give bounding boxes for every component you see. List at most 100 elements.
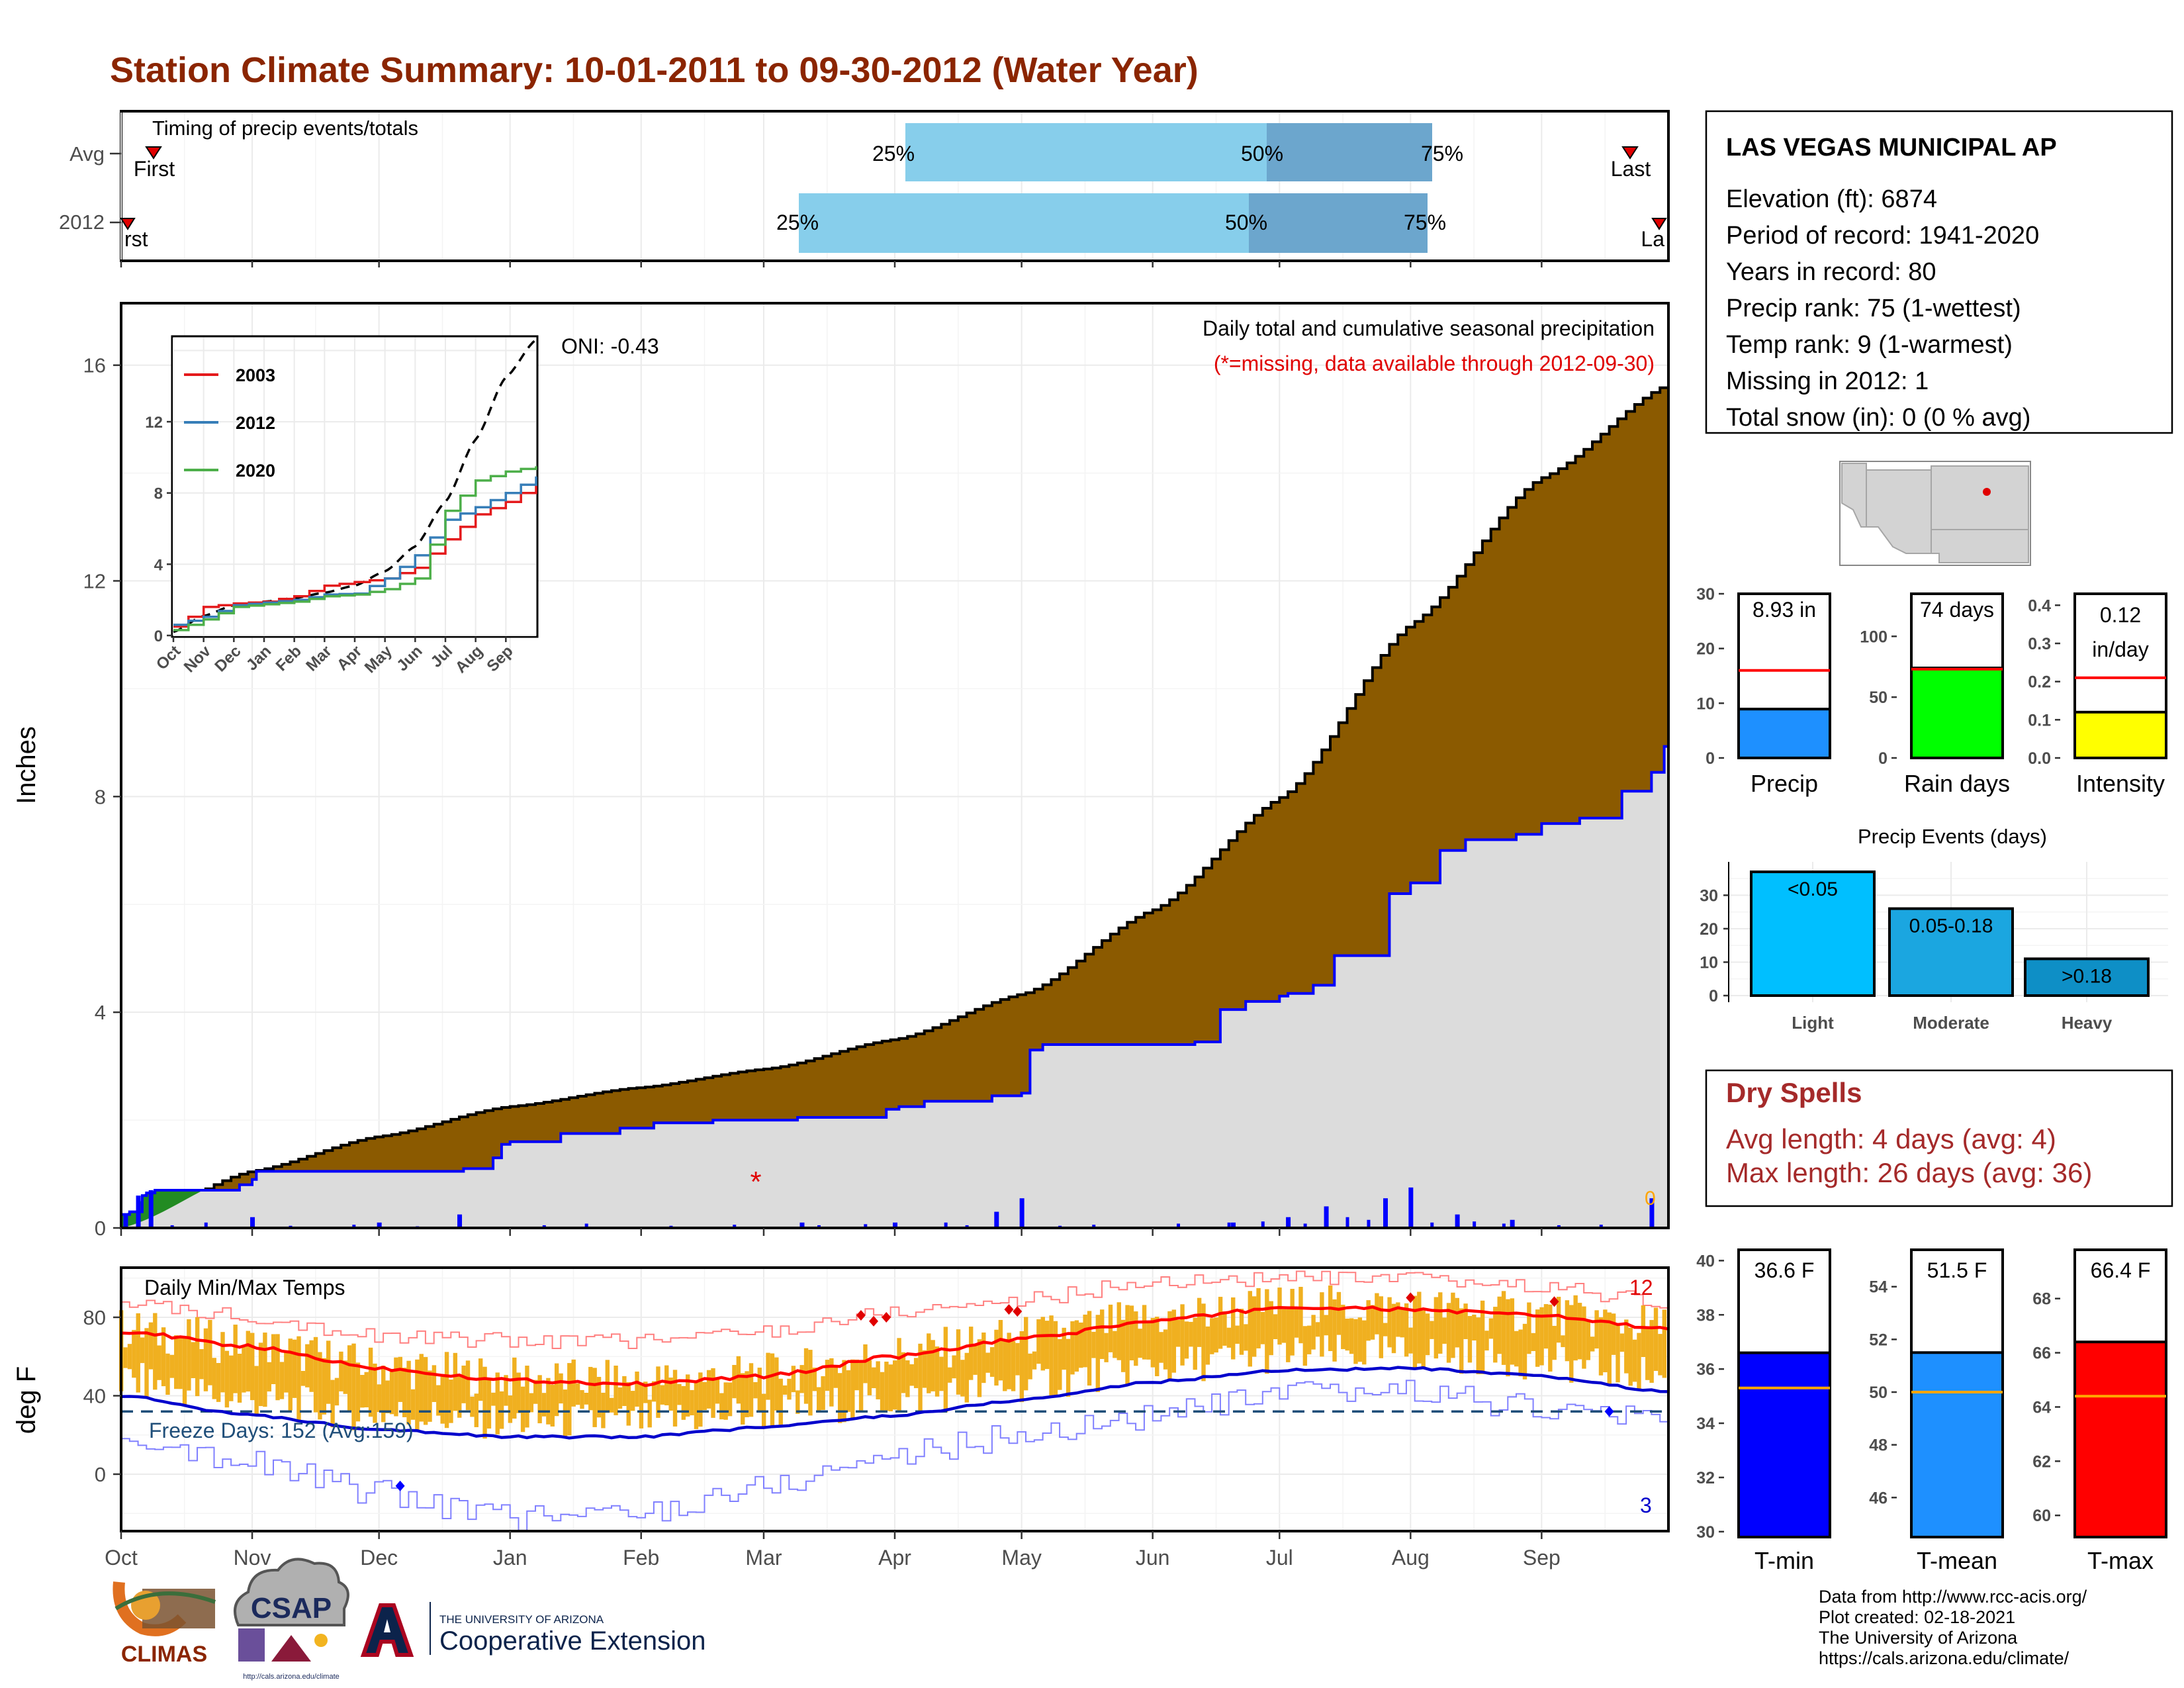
daily-precip-bar [1176, 1223, 1180, 1228]
daily-temp-bar [943, 1327, 948, 1413]
daily-temp-bar [132, 1330, 136, 1378]
avg-quartile-dark-bar [1267, 123, 1432, 181]
footer-plot-created: Plot created: 02-18-2021 [1819, 1607, 2015, 1627]
daily-temp-bar [1488, 1318, 1494, 1339]
daily-precip-bar [1019, 1198, 1024, 1228]
tmax-bar [2073, 1340, 2167, 1538]
daily-temp-bar [398, 1356, 403, 1402]
events-bar-label: 0.05-0.18 [1909, 915, 1993, 937]
tmax-value: 66.4 F [2091, 1258, 2151, 1282]
avg-p25-label: 25% [872, 142, 915, 165]
station-elevation: Elevation (ft): 6874 [1726, 185, 1937, 213]
daily-temp-bar [1357, 1317, 1363, 1362]
daily-temp-bar [385, 1380, 390, 1413]
daily-temp-bar [1171, 1309, 1177, 1373]
daily-temp-bar [554, 1363, 559, 1417]
tmin-value: 36.6 F [1754, 1258, 1815, 1282]
y2012-last-label: La [1641, 227, 1664, 251]
mini-y-tick-label: 0 [1706, 749, 1715, 768]
daily-precip-bar [542, 1225, 546, 1228]
daily-temp-bar [867, 1360, 872, 1395]
daily-temp-bar [948, 1367, 952, 1383]
timing-panel-label: Timing of precip events/totals [152, 117, 418, 140]
daily-temp-bar [685, 1374, 690, 1417]
daily-temp-bar [284, 1352, 289, 1393]
daily-temp-bar [220, 1332, 225, 1393]
events-bar [1750, 870, 1876, 997]
precip-subheading: (*=missing, data available through 2012-… [1214, 352, 1655, 375]
temp-bar-y-tick-label: 34 [1696, 1415, 1715, 1433]
daily-temp-bar [1341, 1305, 1345, 1350]
daily-temp-bar [440, 1376, 445, 1424]
rain-days-label: Rain days [1904, 770, 2010, 797]
daily-temp-bar [1383, 1323, 1388, 1336]
daily-temp-bar [1522, 1323, 1527, 1380]
dry-spells-title: Dry Spells [1726, 1077, 1862, 1108]
daily-temp-bar [520, 1386, 525, 1432]
temp-bar-y-tick-label: 50 [1869, 1383, 1888, 1402]
daily-temp-bar [1624, 1319, 1629, 1374]
tmean-chart: 46 48 50 52 54 51.5 F T-mean [1869, 1248, 2004, 1574]
daily-temp-bar [968, 1327, 974, 1380]
daily-temp-bar [1281, 1309, 1287, 1343]
inset-y-tick-label: 0 [154, 628, 163, 645]
daily-temp-bar [567, 1363, 572, 1436]
temp-bar-y-tick-label: 62 [2032, 1452, 2051, 1471]
daily-temp-bar [1003, 1340, 1007, 1391]
daily-temp-bar [1129, 1305, 1134, 1361]
daily-temp-bar [1116, 1302, 1121, 1360]
daily-temp-bar [774, 1357, 779, 1411]
inset-legend-2003: 2003 [236, 365, 275, 385]
intensity-value: 0.12 [2100, 603, 2141, 627]
daily-precip-bars [123, 1187, 1655, 1228]
precip-y-tick-label: 16 [83, 354, 106, 377]
daily-temp-bar [1260, 1311, 1265, 1344]
daily-temp-bar [1315, 1322, 1320, 1337]
station-missing: Missing in 2012: 1 [1726, 367, 1929, 395]
daily-temp-bar [229, 1355, 234, 1401]
events-title: Precip Events (days) [1858, 825, 2047, 848]
temp-bar-y-tick-label: 38 [1696, 1306, 1715, 1325]
daily-temp-bar [897, 1338, 901, 1412]
daily-temp-bar [677, 1383, 682, 1405]
inset-legend: 2003 2012 2020 [184, 365, 275, 481]
daily-precip-bar [965, 1225, 969, 1228]
daily-temp-bar [1332, 1299, 1337, 1362]
daily-temp-bar [1662, 1309, 1667, 1378]
y2012-first-marker [120, 218, 136, 230]
daily-precip-bar [1092, 1225, 1096, 1228]
temp-heading: Daily Min/Max Temps [144, 1276, 345, 1299]
daily-temp-bar [216, 1362, 221, 1402]
record-high-marker [1013, 1306, 1023, 1317]
daily-temp-bar [326, 1340, 331, 1404]
daily-temp-bar [635, 1371, 639, 1407]
inset-y-tick-label: 8 [154, 485, 163, 503]
daily-temp-bar [803, 1348, 809, 1404]
daily-precip-bar [1345, 1217, 1349, 1228]
daily-temp-bar [1269, 1301, 1273, 1356]
daily-temp-bar [651, 1381, 657, 1402]
daily-temp-bar [529, 1393, 534, 1413]
daily-temp-bar [934, 1346, 940, 1397]
daily-temp-bar [470, 1396, 475, 1417]
inset-y-tick-label: 12 [145, 414, 163, 432]
daily-temp-bar [884, 1361, 889, 1411]
daily-temp-bar [1248, 1291, 1252, 1367]
daily-temp-bar [368, 1347, 373, 1417]
daily-temp-bar [1561, 1335, 1565, 1348]
daily-temp-bar [347, 1345, 352, 1412]
daily-temp-bar [854, 1359, 859, 1391]
daily-temp-bar [977, 1339, 982, 1397]
events-category-label: Moderate [1913, 1013, 1989, 1033]
y2012-last-marker [1651, 218, 1667, 230]
daily-temp-bar [351, 1343, 356, 1430]
daily-temp-bar [1527, 1302, 1531, 1354]
daily-temp-bar [1159, 1332, 1163, 1363]
temp-y-tick-label: 40 [83, 1385, 106, 1408]
daily-temp-bar [1497, 1296, 1502, 1354]
record-markers [395, 1292, 1614, 1491]
temp-y-tick-label: 0 [95, 1463, 106, 1486]
daily-temp-bar [711, 1368, 715, 1418]
daily-temp-bar [1265, 1289, 1269, 1374]
avg-max-line [120, 1305, 1669, 1387]
